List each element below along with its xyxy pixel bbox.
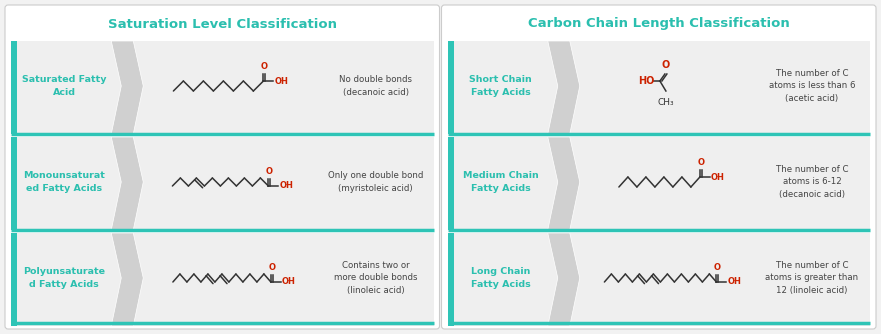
Text: Carbon Chain Length Classification: Carbon Chain Length Classification bbox=[528, 17, 789, 30]
Text: O: O bbox=[714, 263, 721, 272]
Polygon shape bbox=[548, 233, 580, 326]
Text: Long Chain
Fatty Acids: Long Chain Fatty Acids bbox=[470, 267, 530, 289]
Bar bbox=[448, 137, 870, 230]
Text: OH: OH bbox=[728, 278, 741, 287]
Bar bbox=[448, 41, 454, 134]
Text: Saturation Level Classification: Saturation Level Classification bbox=[107, 17, 337, 30]
Text: OH: OH bbox=[274, 76, 288, 86]
Text: OH: OH bbox=[711, 172, 725, 181]
Bar bbox=[11, 41, 433, 134]
Text: Short Chain
Fatty Acids: Short Chain Fatty Acids bbox=[470, 75, 532, 97]
Polygon shape bbox=[548, 137, 580, 230]
Bar bbox=[11, 137, 433, 230]
Text: Saturated Fatty
Acid: Saturated Fatty Acid bbox=[22, 75, 107, 97]
Text: The number of C
atoms is greater than
12 (linoleic acid): The number of C atoms is greater than 12… bbox=[766, 261, 859, 295]
Text: O: O bbox=[269, 263, 276, 272]
Bar bbox=[448, 41, 870, 134]
Text: O: O bbox=[662, 60, 670, 70]
Bar bbox=[11, 233, 433, 326]
Text: OH: OH bbox=[279, 181, 293, 190]
Text: No double bonds
(decanoic acid): No double bonds (decanoic acid) bbox=[339, 75, 412, 97]
Text: Only one double bond
(myristoleic acid): Only one double bond (myristoleic acid) bbox=[328, 171, 423, 193]
FancyBboxPatch shape bbox=[5, 5, 440, 329]
Bar bbox=[448, 137, 454, 230]
Text: O: O bbox=[698, 158, 705, 167]
Text: Monounsaturat
ed Fatty Acids: Monounsaturat ed Fatty Acids bbox=[23, 171, 105, 193]
Polygon shape bbox=[111, 137, 144, 230]
Bar bbox=[448, 233, 454, 326]
Bar bbox=[11, 137, 17, 230]
Polygon shape bbox=[111, 41, 144, 134]
Bar bbox=[11, 233, 17, 326]
Text: CH₃: CH₃ bbox=[657, 98, 674, 107]
Polygon shape bbox=[111, 233, 144, 326]
Text: The number of C
atoms is less than 6
(acetic acid): The number of C atoms is less than 6 (ac… bbox=[769, 69, 855, 103]
Text: Medium Chain
Fatty Acids: Medium Chain Fatty Acids bbox=[463, 171, 538, 193]
Bar bbox=[11, 41, 17, 134]
Text: OH: OH bbox=[282, 278, 296, 287]
Polygon shape bbox=[548, 41, 580, 134]
Text: O: O bbox=[261, 62, 268, 71]
FancyBboxPatch shape bbox=[441, 5, 876, 329]
Text: The number of C
atoms is 6-12
(decanoic acid): The number of C atoms is 6-12 (decanoic … bbox=[776, 165, 848, 199]
Text: Polyunsaturate
d Fatty Acids: Polyunsaturate d Fatty Acids bbox=[23, 267, 105, 289]
Text: O: O bbox=[266, 167, 273, 176]
Text: Contains two or
more double bonds
(linoleic acid): Contains two or more double bonds (linol… bbox=[334, 261, 418, 295]
Bar bbox=[448, 233, 870, 326]
Text: HO: HO bbox=[638, 76, 654, 86]
